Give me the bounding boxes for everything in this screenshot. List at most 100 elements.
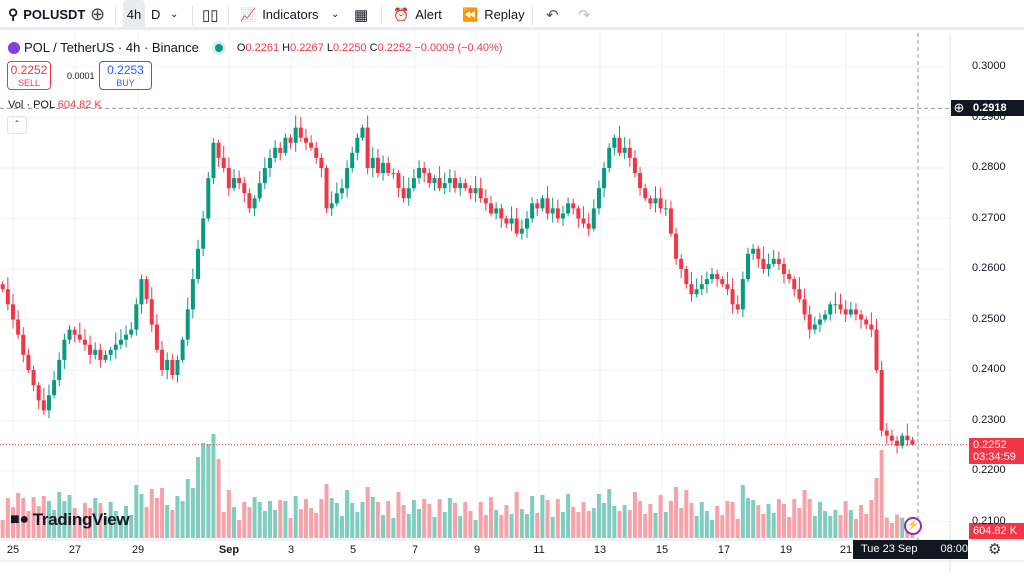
candle-body bbox=[910, 440, 915, 445]
volume-bar bbox=[828, 516, 833, 538]
volume-bar bbox=[149, 489, 154, 538]
undo-icon[interactable]: ↶ bbox=[546, 6, 559, 24]
volume-bar bbox=[237, 520, 242, 538]
candle-body bbox=[853, 309, 858, 315]
time-tick: 27 bbox=[68, 544, 82, 556]
symbol-search-button[interactable]: ⚲ POLUSDT bbox=[8, 6, 86, 22]
candle-body bbox=[139, 279, 144, 305]
volume-bar bbox=[350, 503, 355, 538]
candle-body bbox=[10, 304, 15, 320]
candle-body bbox=[766, 263, 771, 269]
candle-body bbox=[535, 203, 540, 209]
redo-icon[interactable]: ↷ bbox=[578, 6, 591, 24]
add-plus-icon[interactable]: ⊕ bbox=[953, 100, 965, 115]
settings-gear-icon[interactable]: ⚙ bbox=[988, 541, 1002, 558]
candle-body bbox=[293, 127, 298, 143]
candles-chart-type-icon[interactable]: ▯▯ bbox=[202, 6, 219, 24]
volume-bar bbox=[365, 487, 370, 538]
candle-body bbox=[663, 208, 668, 210]
collapse-legend-button[interactable]: ˆ bbox=[7, 116, 27, 134]
volume-bar bbox=[329, 498, 334, 538]
candle-body bbox=[781, 263, 786, 275]
candle-body bbox=[273, 147, 278, 158]
candle-body bbox=[190, 279, 195, 310]
compare-add-icon[interactable]: ⊕ bbox=[90, 4, 106, 24]
volume-bar bbox=[833, 510, 838, 538]
volume-bar bbox=[144, 507, 149, 538]
candle-body bbox=[329, 203, 334, 209]
volume-bar bbox=[170, 510, 175, 538]
candle-body bbox=[884, 430, 889, 436]
candle-body bbox=[160, 349, 165, 370]
alarm-clock-icon: ⏰ bbox=[393, 6, 410, 22]
candle-body bbox=[381, 162, 386, 174]
interval-4h-button[interactable]: 4h bbox=[123, 0, 145, 29]
candle-body bbox=[57, 359, 62, 381]
volume-bar bbox=[31, 497, 36, 538]
candle-body bbox=[46, 395, 51, 411]
candle-body bbox=[247, 193, 252, 209]
candle-body bbox=[848, 309, 853, 315]
lightning-icon[interactable]: ⚡ bbox=[904, 517, 922, 535]
volume-bar bbox=[509, 514, 514, 538]
volume-bar bbox=[375, 502, 380, 538]
candle-body bbox=[812, 324, 817, 330]
volume-bar bbox=[699, 502, 704, 538]
volume-bar bbox=[761, 514, 766, 538]
chevron-down-icon[interactable]: ⌄ bbox=[170, 9, 179, 20]
volume-bar bbox=[643, 514, 648, 538]
candle-body bbox=[103, 354, 108, 360]
volume-bar bbox=[566, 494, 571, 538]
volume-bar bbox=[483, 515, 488, 538]
layouts-grid-icon[interactable]: ▦ bbox=[354, 6, 369, 24]
candle-body bbox=[36, 385, 41, 401]
volume-bar bbox=[720, 515, 725, 538]
volume-bar bbox=[781, 504, 786, 538]
volume-bar bbox=[591, 508, 596, 538]
candle-body bbox=[735, 304, 740, 310]
volume-bar bbox=[571, 507, 576, 538]
candle-body bbox=[303, 137, 308, 143]
chevron-down-icon[interactable]: ⌄ bbox=[331, 9, 340, 20]
volume-bar bbox=[77, 517, 82, 538]
candle-body bbox=[170, 359, 175, 376]
candle-body bbox=[339, 188, 344, 194]
candle-body bbox=[0, 284, 5, 290]
volume-value-label: 604.82 K bbox=[969, 523, 1024, 539]
candle-body bbox=[401, 188, 406, 199]
volume-bar bbox=[360, 502, 365, 538]
interval-d-button[interactable]: D bbox=[151, 7, 161, 22]
indicators-button[interactable]: 📈 Indicators bbox=[240, 6, 319, 23]
candle-body bbox=[411, 178, 416, 189]
volume-bar bbox=[514, 492, 519, 538]
volume-bar bbox=[848, 510, 853, 538]
alert-button[interactable]: ⏰ Alert bbox=[393, 6, 442, 23]
volume-bar bbox=[124, 506, 129, 538]
volume-bar bbox=[196, 457, 201, 538]
candle-body bbox=[365, 127, 370, 168]
candle-body bbox=[545, 198, 550, 214]
indicators-icon: 📈 bbox=[240, 6, 257, 22]
sell-button[interactable]: 0.2252 SELL bbox=[7, 61, 51, 90]
candle-body bbox=[129, 329, 134, 335]
volume-bar bbox=[684, 490, 689, 538]
replay-button[interactable]: ⏪ Replay bbox=[462, 6, 525, 23]
candle-body bbox=[740, 279, 745, 310]
candle-body bbox=[257, 183, 262, 199]
volume-bar bbox=[874, 478, 879, 538]
candle-body bbox=[237, 178, 242, 184]
candle-body bbox=[499, 208, 504, 219]
time-tick: 29 bbox=[131, 544, 145, 556]
volume-bar bbox=[26, 511, 31, 538]
candle-body bbox=[807, 314, 812, 330]
candle-body bbox=[895, 440, 900, 446]
buy-button[interactable]: 0.2253 BUY bbox=[99, 61, 152, 90]
candle-body bbox=[586, 223, 591, 229]
candle-body bbox=[483, 198, 488, 204]
candle-body bbox=[324, 168, 329, 209]
volume-bar bbox=[746, 498, 750, 538]
candle-body bbox=[704, 279, 709, 285]
volume-bar bbox=[766, 504, 771, 538]
volume-bar bbox=[540, 495, 545, 538]
